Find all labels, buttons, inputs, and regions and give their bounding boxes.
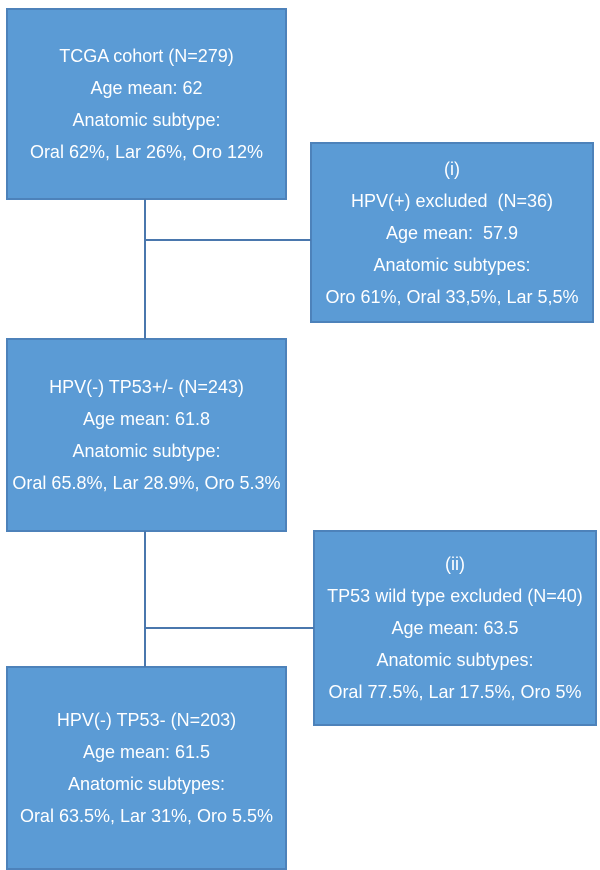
anatomic-subtype-values: Oral 77.5%, Lar 17.5%, Oro 5%: [328, 682, 582, 702]
node-title: HPV(-) TP53- (N=203): [56, 710, 237, 730]
node-tp53-wild-type-excluded: (ii) TP53 wild type excluded (N=40) Age …: [313, 530, 597, 726]
node-hpv-negative-tp53-mutant: HPV(-) TP53- (N=203) Age mean: 61.5 Anat…: [6, 666, 287, 870]
node-title: TP53 wild type excluded (N=40): [327, 586, 583, 606]
anatomic-subtype-values: Oral 63.5%, Lar 31%, Oro 5.5%: [19, 806, 274, 826]
age-mean-text: Age mean: 61.5: [82, 742, 211, 762]
node-title: HPV(+) excluded (N=36): [350, 190, 554, 211]
anatomic-subtype-label: Anatomic subtypes:: [376, 650, 534, 670]
anatomic-subtype-label: Anatomic subtypes:: [67, 774, 226, 794]
age-mean-text: Age mean: 62: [90, 78, 203, 98]
node-title: HPV(-) TP53+/- (N=243): [49, 377, 244, 397]
connector-branch-to-exclusion-ii: [145, 627, 314, 629]
node-title: TCGA cohort (N=279): [59, 46, 234, 66]
exclusion-step-number: (i): [444, 158, 460, 179]
connector-tcga-to-hpvneg-vertical: [144, 199, 146, 339]
connector-hpvneg-to-tp53mut-vertical: [144, 531, 146, 667]
anatomic-subtype-label: Anatomic subtype:: [72, 441, 221, 461]
anatomic-subtype-values: Oral 62%, Lar 26%, Oro 12%: [29, 142, 264, 162]
anatomic-subtype-values: Oro 61%, Oral 33,5%, Lar 5,5%: [325, 286, 579, 307]
connector-branch-to-exclusion-i: [145, 239, 311, 241]
anatomic-subtype-label: Anatomic subtype:: [72, 110, 221, 130]
age-mean-text: Age mean: 61.8: [82, 409, 211, 429]
exclusion-step-number: (ii): [445, 554, 465, 574]
anatomic-subtype-values: Oral 65.8%, Lar 28.9%, Oro 5.3%: [12, 473, 281, 493]
age-mean-text: Age mean: 57.9: [385, 222, 519, 243]
node-tcga-cohort: TCGA cohort (N=279) Age mean: 62 Anatomi…: [6, 8, 287, 200]
node-hpv-negative-tp53-any: HPV(-) TP53+/- (N=243) Age mean: 61.8 An…: [6, 338, 287, 532]
age-mean-text: Age mean: 63.5: [391, 618, 519, 638]
anatomic-subtype-label: Anatomic subtypes:: [373, 254, 531, 275]
node-hpv-positive-excluded: (i) HPV(+) excluded (N=36) Age mean: 57.…: [310, 142, 594, 323]
